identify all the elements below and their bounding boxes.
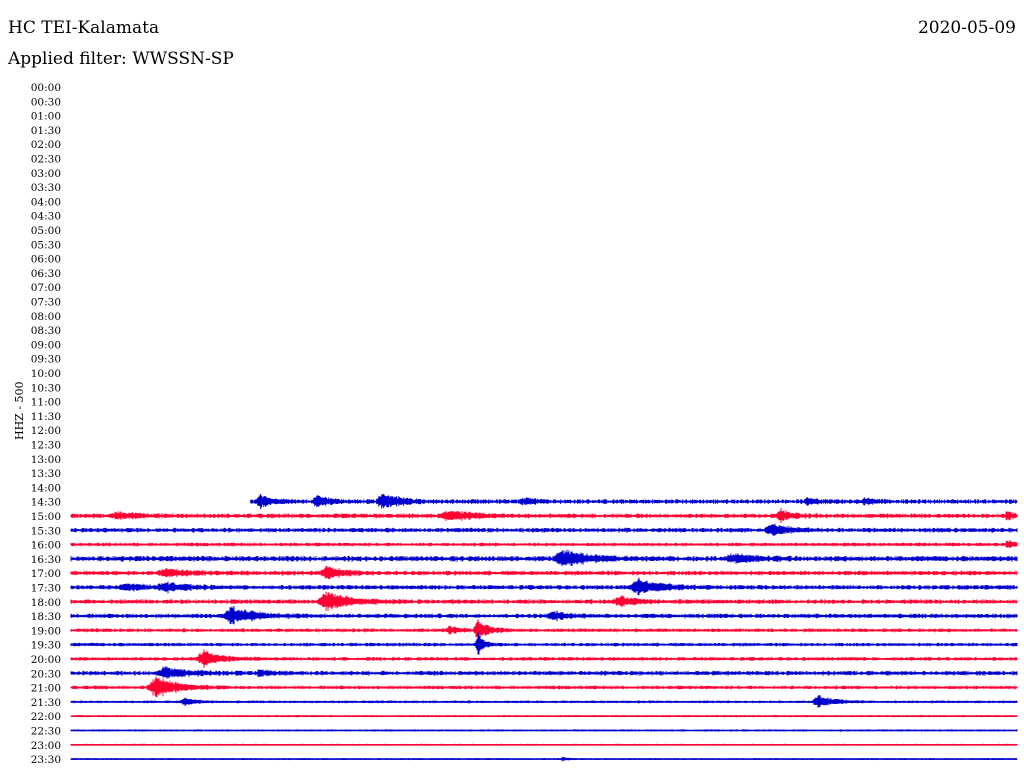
time-label: 18:30 bbox=[31, 611, 61, 623]
seismic-trace bbox=[70, 549, 1018, 567]
time-label: 23:30 bbox=[31, 754, 61, 766]
time-label: 12:30 bbox=[31, 440, 61, 452]
time-label: 20:30 bbox=[31, 668, 61, 680]
time-label: 06:30 bbox=[31, 268, 61, 280]
time-label: 03:30 bbox=[31, 182, 61, 194]
time-label: 10:30 bbox=[31, 382, 61, 394]
record-date: 2020-05-09 bbox=[917, 18, 1016, 38]
seismic-trace bbox=[70, 606, 1018, 625]
time-label: 21:30 bbox=[31, 697, 61, 709]
time-label: 05:30 bbox=[31, 239, 61, 251]
time-label: 14:30 bbox=[31, 497, 61, 509]
time-label: 13:00 bbox=[31, 454, 61, 466]
seismic-trace bbox=[70, 632, 1018, 655]
filter-label: Applied filter: WWSSN-SP bbox=[8, 49, 234, 69]
time-label: 21:00 bbox=[31, 683, 61, 695]
time-label: 23:00 bbox=[31, 740, 61, 752]
time-label: 13:30 bbox=[31, 468, 61, 480]
time-label: 18:00 bbox=[31, 597, 61, 609]
time-label: 04:30 bbox=[31, 211, 61, 223]
time-label: 08:00 bbox=[31, 311, 61, 323]
time-label: 22:00 bbox=[31, 711, 61, 723]
time-label: 14:00 bbox=[31, 482, 61, 494]
time-label: 16:00 bbox=[31, 540, 61, 552]
time-label: 01:30 bbox=[31, 125, 61, 137]
time-label: 19:30 bbox=[31, 640, 61, 652]
time-label: 12:00 bbox=[31, 425, 61, 437]
time-label: 17:00 bbox=[31, 568, 61, 580]
time-label: 06:00 bbox=[31, 254, 61, 266]
time-label: 22:30 bbox=[31, 726, 61, 738]
time-label: 20:00 bbox=[31, 654, 61, 666]
time-label: 11:30 bbox=[31, 411, 61, 423]
time-label: 05:00 bbox=[31, 225, 61, 237]
time-label: 16:30 bbox=[31, 554, 61, 566]
time-label: 03:00 bbox=[31, 168, 61, 180]
time-label: 09:00 bbox=[31, 339, 61, 351]
time-label: 15:00 bbox=[31, 511, 61, 523]
time-label: 07:00 bbox=[31, 282, 61, 294]
seismic-trace bbox=[70, 577, 1018, 596]
time-label: 00:00 bbox=[31, 82, 61, 94]
time-label: 11:00 bbox=[31, 397, 61, 409]
time-label: 07:30 bbox=[31, 297, 61, 309]
time-label: 02:00 bbox=[31, 139, 61, 151]
time-label: 17:30 bbox=[31, 583, 61, 595]
time-label: 09:30 bbox=[31, 354, 61, 366]
time-label: 19:00 bbox=[31, 625, 61, 637]
time-label: 01:00 bbox=[31, 111, 61, 123]
time-label: 00:30 bbox=[31, 96, 61, 108]
time-label: 15:30 bbox=[31, 525, 61, 537]
time-label: 10:00 bbox=[31, 368, 61, 380]
time-label: 02:30 bbox=[31, 154, 61, 166]
time-label: 04:00 bbox=[31, 196, 61, 208]
time-label: 08:30 bbox=[31, 325, 61, 337]
station-title: HC TEI-Kalamata bbox=[8, 18, 160, 38]
